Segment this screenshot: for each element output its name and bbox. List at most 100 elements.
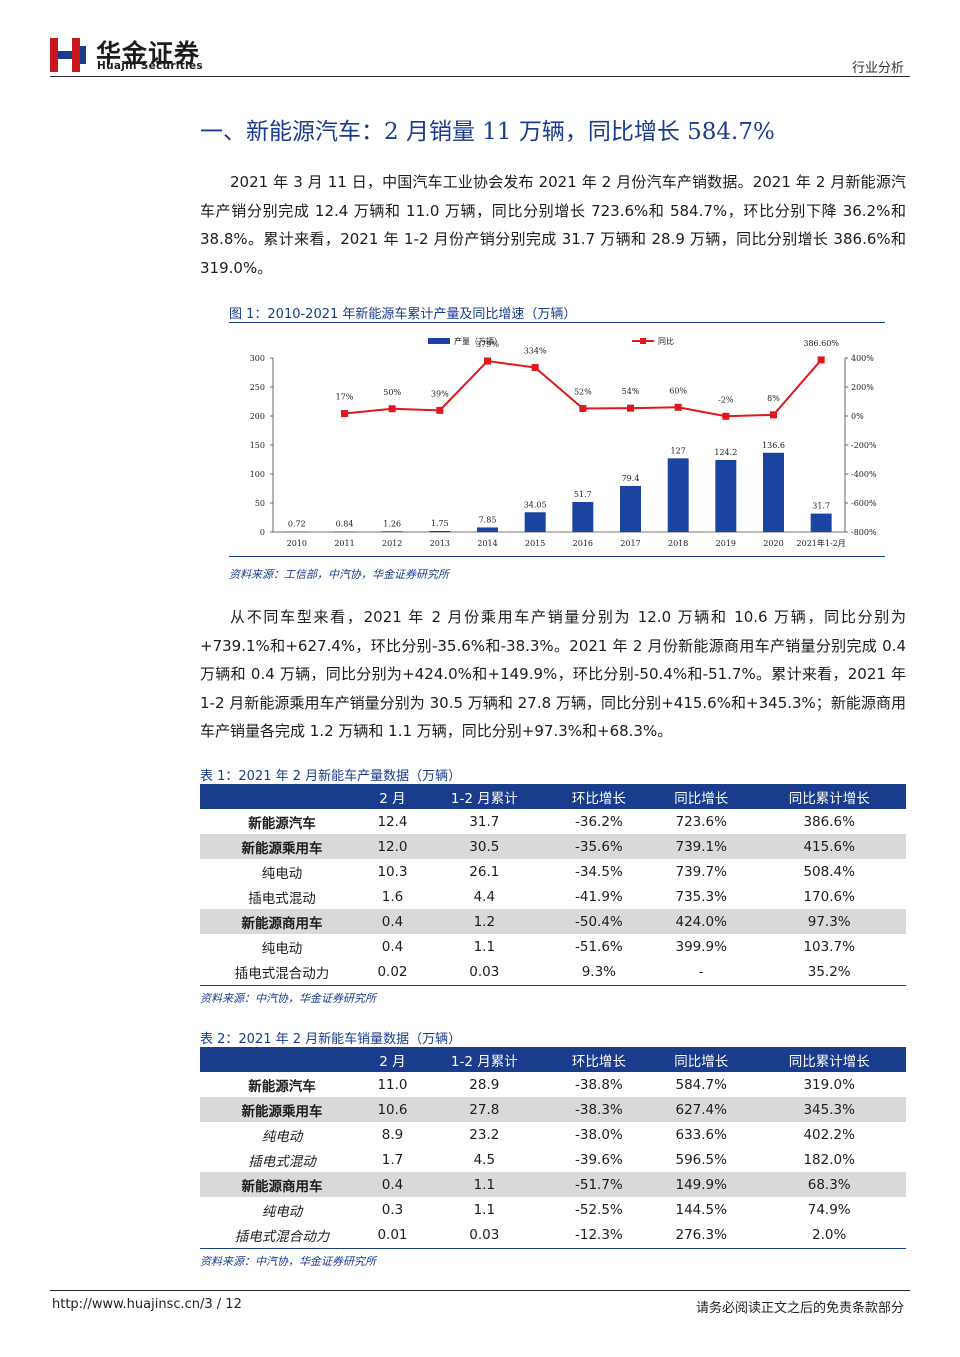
y-left-tick-label: 100 — [250, 470, 265, 479]
table-cell: 0.4 — [364, 1172, 421, 1197]
table-row: 新能源商用车 0.4 1.1 -51.7% 149.9% 68.3% — [200, 1172, 906, 1197]
y-left-tick-label: 150 — [250, 441, 265, 450]
table-cell: -34.5% — [574, 863, 623, 880]
line-point — [627, 404, 634, 412]
figure-1-caption: 图 1：2010-2021 年新能源车累计产量及同比增速（万辆） — [229, 307, 577, 322]
bar-data-label: 0.72 — [288, 520, 306, 529]
bar-data-label: 7.85 — [479, 515, 497, 524]
table-header-row: 2 月 1-2 月累计 环比增长 同比增长 同比累计增长 — [200, 784, 906, 809]
table-cell: 31.7 — [469, 813, 500, 830]
table-cell: -38.3% — [547, 1097, 651, 1122]
table-cell: 0.3 — [381, 1201, 404, 1218]
table-cell: 28.9 — [469, 1076, 500, 1093]
column-header: 环比增长 — [547, 1047, 651, 1072]
x-tick-label: 2018 — [668, 539, 688, 548]
line-data-label: 379% — [476, 340, 499, 349]
row-label-cell: 新能源商用车 — [200, 909, 364, 934]
table-row: 插电式混动 1.6 4.4 -41.9% 735.3% 170.6% — [200, 884, 906, 909]
table-cell: 74.9% — [807, 1201, 851, 1218]
table-cell: 35.2% — [807, 963, 851, 980]
line-point — [579, 404, 587, 412]
y-right-tick-label: 200% — [851, 383, 874, 392]
line-data-label: 50% — [383, 388, 401, 397]
figure-1-top-rule — [229, 322, 885, 323]
bar-data-label: 34.05 — [524, 500, 547, 509]
column-header: 1-2 月累计 — [420, 1047, 548, 1072]
row-label-cell: 纯电动 — [261, 1128, 303, 1145]
x-tick-label: 2010 — [287, 539, 307, 548]
table-cell: 1.1 — [473, 938, 496, 955]
bar — [381, 531, 403, 532]
table-cell: 23.2 — [469, 1126, 500, 1143]
bar-data-label: 31.7 — [812, 502, 830, 511]
table-row: 插电式混合动力 0.02 0.03 9.3% - 35.2% — [200, 959, 906, 984]
table-cell: 182.0% — [803, 1151, 855, 1168]
line-data-label: 54% — [622, 387, 640, 396]
paragraph-2-text: 从不同车型来看，2021 年 2 月份乘用车产销量分别为 12.0 万辆和 10… — [200, 608, 906, 740]
table-cell: 735.3% — [675, 888, 727, 905]
table-cell: 97.3% — [752, 909, 906, 934]
column-header: 2 月 — [364, 1047, 421, 1072]
y-right-tick-label: 400% — [851, 354, 874, 363]
line-point — [436, 406, 444, 414]
table-1-caption: 表 1：2021 年 2 月新能车产量数据（万辆） — [200, 769, 462, 784]
header-divider — [50, 76, 910, 77]
column-header: 同比增长 — [650, 1047, 753, 1072]
y-left-tick-label: 50 — [255, 499, 265, 508]
line-data-label: 52% — [574, 387, 592, 396]
table-cell: 399.9% — [675, 938, 727, 955]
bar — [477, 527, 498, 532]
x-tick-label: 2013 — [430, 539, 450, 548]
table-row: 插电式混合动力 0.01 0.03 -12.3% 276.3% 2.0% — [200, 1222, 906, 1247]
table-cell: 68.3% — [752, 1172, 906, 1197]
bar-data-label: 1.26 — [383, 519, 401, 528]
table-cell: -52.5% — [574, 1201, 623, 1218]
table-cell: 723.6% — [675, 813, 727, 830]
table-cell: 319.0% — [803, 1076, 855, 1093]
row-label-cell: 纯电动 — [261, 940, 303, 957]
section-title: 一、新能源汽车：2 月销量 11 万辆，同比增长 584.7% — [200, 119, 775, 145]
table-cell: 276.3% — [675, 1226, 727, 1243]
y-right-tick-label: -800% — [851, 528, 877, 537]
y-right-tick-label: -400% — [851, 470, 877, 479]
y-right-tick-label: 0% — [851, 412, 864, 421]
legend-line-label: 同比 — [658, 336, 674, 346]
table-row: 新能源商用车 0.4 1.2 -50.4% 424.0% 97.3% — [200, 909, 906, 934]
bar-data-label: 124.2 — [714, 448, 737, 457]
line-data-label: -2% — [718, 395, 734, 404]
table-cell: 8.9 — [381, 1126, 404, 1143]
table-cell: 0.03 — [469, 963, 500, 980]
table-row: 纯电动 10.3 26.1 -34.5% 739.7% 508.4% — [200, 859, 906, 884]
x-tick-label: 2014 — [477, 539, 497, 548]
line-point — [341, 410, 348, 418]
table-2: 2 月 1-2 月累计 环比增长 同比增长 同比累计增长 新能源汽车 11.0 28.9 -3… — [200, 1047, 906, 1247]
table-cell: -12.3% — [574, 1226, 623, 1243]
bar-data-label: 136.6 — [762, 441, 785, 450]
column-header: 2 月 — [364, 784, 421, 809]
x-tick-label: 2011 — [334, 539, 354, 548]
table-cell: - — [698, 963, 704, 980]
y-left-tick-label: 0 — [260, 528, 265, 537]
table-cell: 12.4 — [377, 813, 408, 830]
row-label-cell: 纯电动 — [261, 1203, 303, 1220]
table-cell: 4.5 — [473, 1151, 496, 1168]
legend-bar-label: 产量（万辆） — [454, 336, 502, 346]
table-cell: -36.2% — [574, 813, 623, 830]
bar — [620, 485, 641, 532]
table-cell: 424.0% — [650, 909, 753, 934]
line-point — [484, 357, 491, 365]
legend-bar-swatch — [428, 338, 450, 344]
row-label-cell: 新能源商用车 — [200, 1172, 364, 1197]
footer-url-page[interactable]: http://www.huajinsc.cn/3 / 12 — [52, 1297, 242, 1312]
bar — [429, 530, 451, 532]
line-point — [770, 411, 777, 419]
bar-data-label: 0.84 — [336, 520, 354, 529]
table-cell: 1.1 — [420, 1172, 548, 1197]
line-data-label: 17% — [336, 393, 354, 402]
table-cell: 26.1 — [469, 863, 500, 880]
table-cell: 1.6 — [381, 888, 404, 905]
paragraph-1: 2021 年 3 月 11 日，中国汽车工业协会发布 2021 年 2 月份汽车… — [200, 168, 906, 282]
table-1-source: 资料来源：中汽协，华金证券研究所 — [200, 992, 376, 1005]
column-header — [200, 784, 364, 809]
table-row: 新能源汽车 11.0 28.9 -38.8% 584.7% 319.0% — [200, 1072, 906, 1097]
